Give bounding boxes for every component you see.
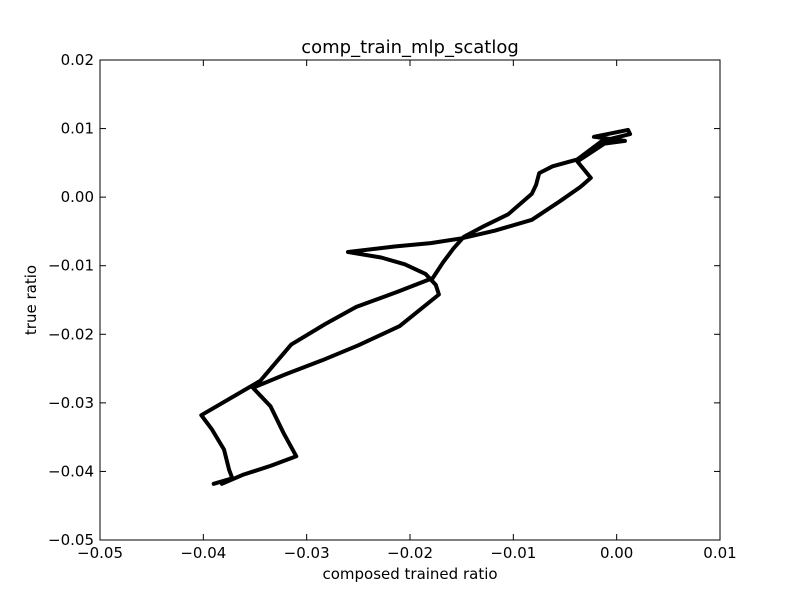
y-tick-label: −0.02	[48, 325, 94, 343]
x-axis-label: composed trained ratio	[322, 565, 497, 583]
x-tick-label: −0.03	[284, 544, 330, 562]
y-tick-label: −0.04	[48, 462, 94, 480]
y-tick-label: 0.02	[61, 51, 94, 69]
x-tick-label: −0.04	[180, 544, 226, 562]
series-line	[199, 127, 633, 486]
y-tick-label: −0.05	[48, 531, 94, 549]
tick-layer: −0.05 −0.04 −0.03 −0.02 −0.01 0.00 0.01 −0.05 −0…	[48, 51, 737, 562]
chart-title: comp_train_mlp_scatlog	[301, 37, 519, 58]
data-layer	[199, 127, 633, 486]
y-tick-label: 0.00	[61, 188, 94, 206]
y-tick-label: −0.03	[48, 394, 94, 412]
x-tick-label: 0.00	[600, 544, 633, 562]
y-tick-label: −0.01	[48, 257, 94, 275]
plot-frame	[99, 59, 721, 541]
x-tick-label: −0.05	[77, 544, 123, 562]
x-tick-label: −0.02	[387, 544, 433, 562]
x-tick-label: 0.01	[703, 544, 736, 562]
y-axis-label: true ratio	[22, 265, 40, 335]
x-tick-label: −0.01	[490, 544, 536, 562]
y-tick-label: 0.01	[61, 120, 94, 138]
